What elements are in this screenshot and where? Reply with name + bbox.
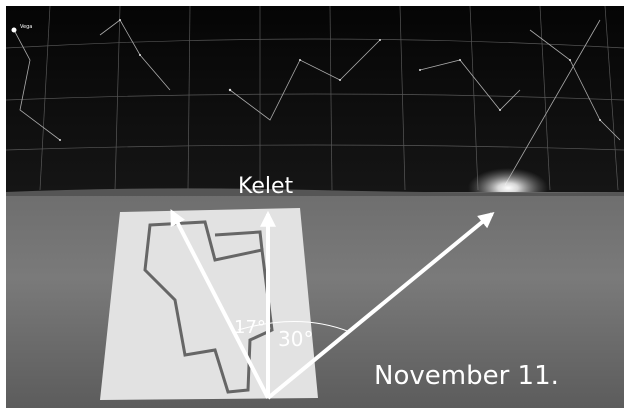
- angle-left-label: 17°: [234, 317, 266, 338]
- angle-arc: [237, 320, 351, 333]
- star: [11, 27, 17, 33]
- angle-right-label: 30°: [278, 327, 313, 351]
- horizon: [6, 188, 624, 196]
- star-label: Vega: [20, 24, 32, 30]
- stars: [59, 19, 601, 141]
- arrows: [170, 209, 495, 400]
- date-label: November 11.: [374, 361, 559, 391]
- direction-label: Kelet: [238, 174, 294, 199]
- sky-grid: [5, 5, 625, 191]
- floor-plan: [143, 220, 274, 394]
